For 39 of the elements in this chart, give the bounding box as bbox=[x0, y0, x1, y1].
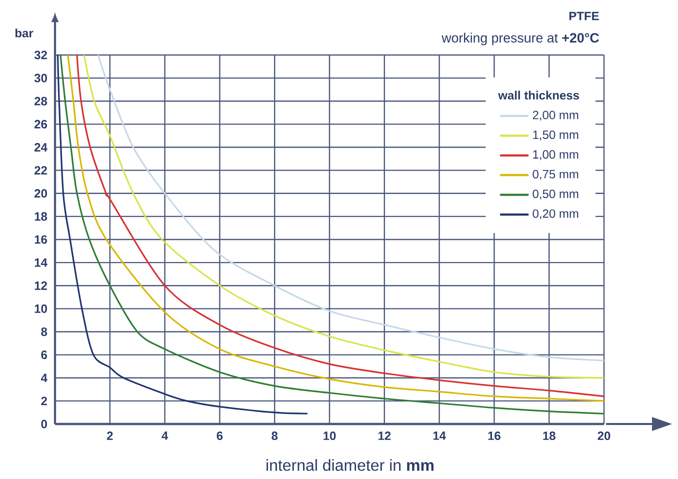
y-tick-label: 22 bbox=[34, 166, 47, 175]
chart-title: PTFE bbox=[569, 12, 599, 20]
y-tick-label: 24 bbox=[34, 143, 48, 152]
y-tick-label: 10 bbox=[34, 304, 47, 313]
x-tick-label: 2 bbox=[106, 432, 113, 440]
y-tick-label: 14 bbox=[34, 258, 48, 267]
y-tick-label: 6 bbox=[41, 350, 48, 360]
chart-subtitle: working pressure at +20°C bbox=[442, 32, 599, 46]
y-tick-label: 18 bbox=[34, 212, 48, 221]
legend-title: wall thickness bbox=[498, 90, 580, 100]
y-tick-label: 16 bbox=[34, 235, 47, 244]
x-tick-label: 8 bbox=[272, 432, 278, 440]
y-tick-label: 20 bbox=[34, 189, 47, 198]
legend-label: 0,20 mm bbox=[532, 209, 578, 220]
legend-label: 0,75 mm bbox=[532, 170, 578, 180]
legend-label: 2,00 mm bbox=[532, 110, 578, 121]
legend-label: 1,50 mm bbox=[533, 130, 578, 140]
x-tick-label: 4 bbox=[162, 432, 168, 440]
line-series bbox=[56, 54, 308, 414]
x-tick-label: 16 bbox=[488, 432, 500, 440]
legend-label: 1,00 mm bbox=[533, 150, 578, 160]
x-tick-label: 12 bbox=[378, 432, 391, 440]
x-tick-label: 20 bbox=[598, 432, 610, 440]
x-tick-label: 10 bbox=[324, 432, 336, 440]
y-tick-label: 32 bbox=[34, 50, 47, 60]
y-axis-title: bar bbox=[15, 28, 34, 38]
y-tick-label: 8 bbox=[41, 327, 48, 336]
y-tick-label: 12 bbox=[34, 281, 47, 290]
y-tick-label: 2 bbox=[41, 396, 47, 406]
y-tick-label: 4 bbox=[40, 374, 48, 382]
y-tick-label: 0 bbox=[41, 420, 47, 428]
x-tick-label: 14 bbox=[433, 432, 446, 440]
y-tick-label: 28 bbox=[34, 96, 48, 106]
y-tick-label: 26 bbox=[34, 120, 47, 128]
x-tick-label: 6 bbox=[216, 432, 223, 440]
x-tick-label: 18 bbox=[543, 432, 556, 440]
legend-label: 0,50 mm bbox=[532, 190, 578, 200]
y-tick-label: 30 bbox=[34, 74, 47, 82]
x-axis-title: internal diameter in mm bbox=[266, 459, 434, 471]
